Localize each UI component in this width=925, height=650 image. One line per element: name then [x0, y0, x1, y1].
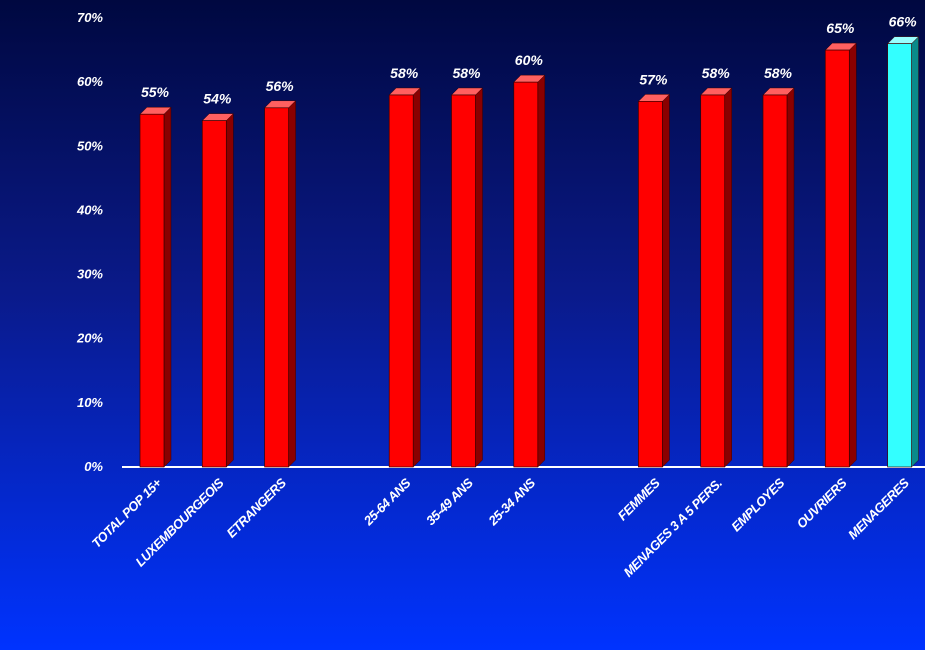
- bar-side: [537, 74, 546, 468]
- bar: [762, 87, 795, 468]
- bar: [201, 113, 234, 468]
- bar: [263, 100, 297, 468]
- bar-value-label: 60%: [515, 52, 544, 68]
- y-tick-label: 30%: [77, 267, 103, 282]
- bar-front: [762, 94, 788, 468]
- category-label: 25-64 ANS: [360, 475, 414, 529]
- bar: [513, 74, 546, 468]
- bar-side: [163, 106, 172, 468]
- bar: [450, 87, 484, 468]
- bar-front: [700, 94, 726, 468]
- bar-front: [264, 107, 289, 468]
- y-tick-label: 0%: [84, 459, 103, 474]
- bar-side: [226, 113, 234, 468]
- bar-value-label: 56%: [266, 78, 295, 94]
- bar: [886, 36, 920, 468]
- category-label: MENAGERES: [845, 475, 912, 542]
- y-tick-label: 70%: [77, 10, 103, 25]
- bar: [824, 42, 857, 468]
- bar-side: [662, 93, 670, 468]
- bar: [637, 93, 671, 468]
- bar-side: [911, 36, 919, 468]
- bar-value-label: 54%: [203, 91, 232, 107]
- bar-value-label: 57%: [639, 71, 668, 87]
- bar-front: [201, 120, 227, 468]
- bar-value-label: 58%: [764, 65, 793, 81]
- category-label: 35-49 ANS: [423, 475, 476, 528]
- bar-value-label: 65%: [826, 20, 855, 36]
- bar-value-label: 58%: [390, 65, 419, 81]
- y-tick-label: 60%: [77, 74, 103, 89]
- bar-front: [638, 101, 663, 468]
- category-label: EMPLOYES: [728, 475, 787, 534]
- bar-value-label: 66%: [889, 14, 918, 30]
- bar-front: [139, 113, 165, 468]
- bar-front: [451, 94, 476, 468]
- bar: [388, 87, 421, 468]
- bar-side: [724, 87, 732, 468]
- bar-side: [475, 87, 483, 468]
- bar-front: [887, 43, 912, 468]
- bar-front: [824, 49, 850, 468]
- category-label: OUVRIERS: [794, 475, 850, 531]
- bar-value-label: 58%: [702, 65, 731, 81]
- bar: [700, 87, 733, 468]
- category-label: ETRANGERS: [224, 475, 290, 541]
- bar-side: [786, 87, 795, 468]
- bar-front: [513, 81, 539, 468]
- bar-side: [412, 87, 421, 468]
- bar-value-label: 55%: [141, 84, 170, 100]
- y-tick-label: 10%: [77, 395, 103, 410]
- bar-side: [288, 100, 296, 468]
- bar-layer: [139, 36, 920, 468]
- bar-front: [388, 94, 414, 468]
- bar: [139, 106, 172, 468]
- category-label: FEMMES: [615, 475, 663, 523]
- bar-value-label: 58%: [452, 65, 481, 81]
- y-tick-label: 50%: [77, 138, 103, 153]
- bar-side: [849, 42, 857, 468]
- y-tick-label: 20%: [76, 331, 103, 346]
- y-tick-label: 40%: [76, 202, 103, 217]
- category-label: 25-34 ANS: [485, 475, 539, 529]
